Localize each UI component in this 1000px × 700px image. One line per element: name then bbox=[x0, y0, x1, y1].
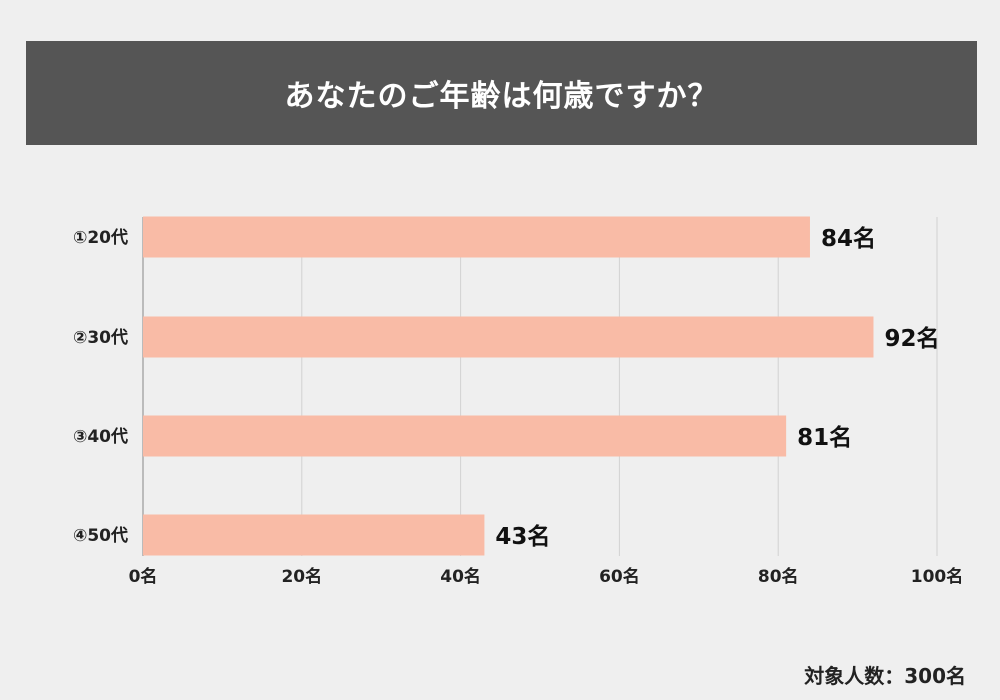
bar-4 bbox=[143, 514, 485, 556]
category-label: ②30代 bbox=[73, 327, 128, 348]
bar-2 bbox=[143, 316, 874, 358]
x-tick-label: 80名 bbox=[758, 566, 799, 587]
total-respondents: 対象人数：300名 bbox=[804, 664, 966, 688]
chart-title: あなたのご年齢は何歳ですか？ bbox=[284, 79, 719, 114]
x-tick-label: 20名 bbox=[281, 566, 322, 587]
category-label: ③40代 bbox=[73, 426, 128, 447]
category-label: ①20代 bbox=[73, 227, 128, 248]
title-bar: あなたのご年齢は何歳ですか？ bbox=[26, 41, 977, 145]
x-tick-label: 0名 bbox=[129, 566, 158, 587]
data-label: 81名 bbox=[797, 424, 852, 451]
x-tick-label: 40名 bbox=[440, 566, 481, 587]
category-label: ④50代 bbox=[73, 525, 128, 546]
bar-3 bbox=[143, 415, 787, 457]
bar-1 bbox=[143, 216, 810, 258]
x-tick-label: 60名 bbox=[599, 566, 640, 587]
data-label: 43名 bbox=[495, 523, 550, 550]
data-label: 92名 bbox=[884, 325, 939, 352]
data-label: 84名 bbox=[821, 225, 876, 252]
x-tick-label: 100名 bbox=[911, 566, 964, 587]
